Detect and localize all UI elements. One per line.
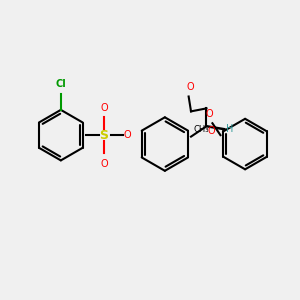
Text: H: H bbox=[226, 124, 233, 134]
Text: Cl: Cl bbox=[56, 79, 66, 89]
Text: O: O bbox=[100, 159, 108, 169]
Text: O: O bbox=[186, 82, 194, 92]
Text: CH₃: CH₃ bbox=[194, 125, 209, 134]
Text: O: O bbox=[206, 109, 213, 119]
Text: O: O bbox=[100, 103, 108, 113]
Text: O: O bbox=[124, 130, 131, 140]
Text: O: O bbox=[208, 126, 216, 136]
Text: S: S bbox=[99, 129, 108, 142]
